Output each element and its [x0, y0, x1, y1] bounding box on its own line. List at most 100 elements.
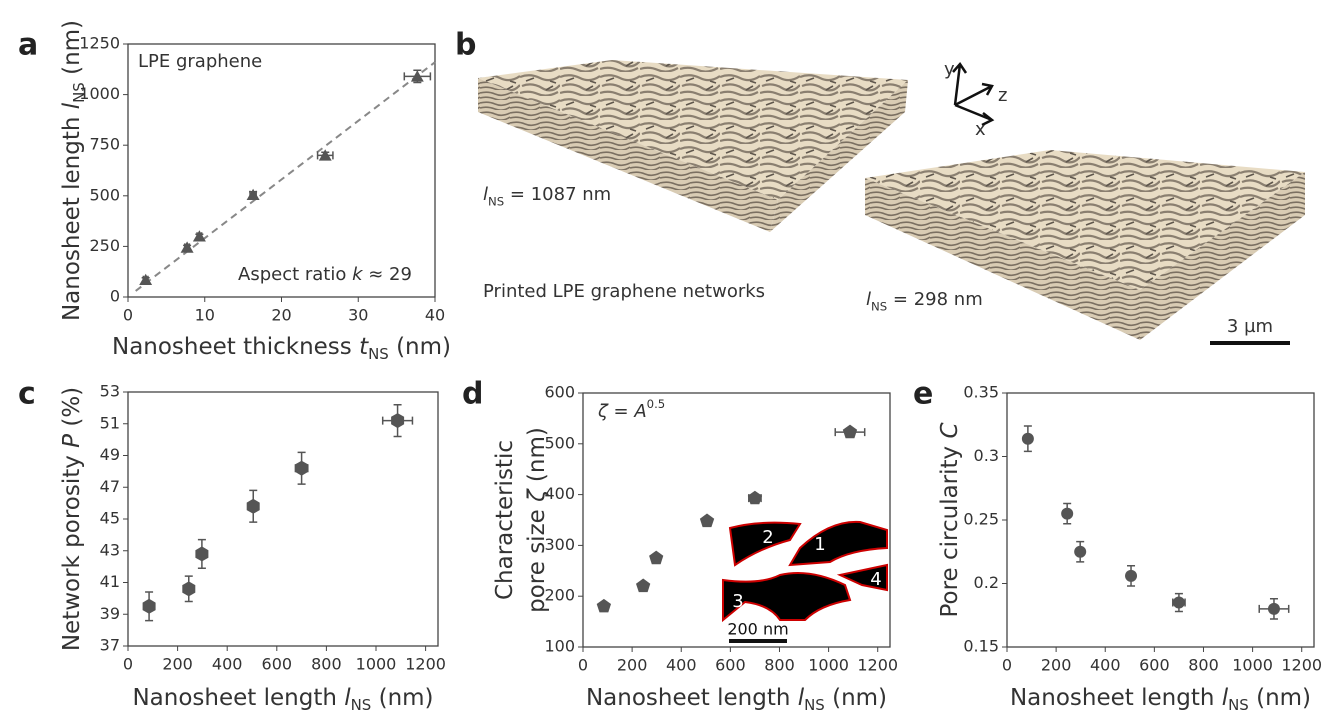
text-part: Nanosheet length [132, 685, 344, 711]
text-part: A [633, 401, 646, 422]
y-tick-label: 600 [544, 383, 575, 402]
y-tick-label: 0.15 [963, 637, 999, 656]
y-axis-label: Nanosheet length lNS (nm) [59, 20, 89, 321]
text-part: pore size [524, 502, 550, 613]
point [1172, 596, 1185, 609]
text-part: (nm) [389, 334, 451, 360]
render-label: lNS = 1087 nm [483, 184, 611, 208]
text-part: Characteristic [492, 440, 518, 600]
x-axis-label: Nanosheet length lNS (nm) [1010, 685, 1311, 714]
text-part: NS [351, 696, 372, 714]
text-part: l [798, 685, 805, 711]
x-tick-label: 400 [1090, 656, 1121, 675]
y-tick-label: 47 [100, 477, 120, 496]
point [192, 230, 206, 242]
axis-letter: x [975, 119, 986, 140]
y-tick-label: 0 [110, 287, 120, 306]
point [649, 550, 664, 565]
point [410, 70, 424, 82]
text-part: NS [70, 82, 88, 103]
x-axis-label: Nanosheet length lNS (nm) [132, 685, 433, 714]
point [699, 513, 715, 528]
x-tick-label: 600 [262, 655, 293, 674]
text-part: ζ [597, 401, 609, 422]
annotation: LPE graphene [138, 51, 262, 72]
text-part: LPE graphene [138, 51, 262, 72]
point [1125, 569, 1138, 582]
point [1267, 602, 1280, 615]
y-tick-label: 250 [89, 236, 120, 255]
x-tick-label: 1200 [405, 655, 446, 674]
text-part: l [1222, 685, 1229, 711]
point [842, 424, 858, 439]
point [246, 498, 260, 514]
x-tick-label: 20 [271, 306, 291, 325]
point [747, 490, 763, 505]
y-tick-label: 200 [544, 586, 575, 605]
axes-icon [952, 61, 995, 127]
text-part: ≈ 29 [363, 264, 412, 285]
axis-letter: y [944, 59, 955, 80]
point [142, 598, 156, 614]
text-part: NS [1228, 696, 1249, 714]
point [596, 598, 611, 613]
panel-letter: b [455, 28, 476, 63]
y-tick-label: 53 [100, 382, 120, 401]
slab-side [865, 178, 1140, 340]
point [391, 413, 405, 429]
pore-label: 4 [870, 569, 881, 590]
x-tick-label: 0 [123, 655, 133, 674]
slab-side [770, 80, 908, 232]
fit-line [135, 61, 436, 292]
x-tick-label: 800 [1188, 656, 1219, 675]
text-part: NS [804, 696, 825, 714]
render-label: lNS = 298 nm [866, 289, 983, 313]
y-axis-label: pore size ζ (nm) [524, 427, 550, 613]
text-part: 0.5 [647, 396, 666, 410]
x-tick-label: 600 [1139, 656, 1170, 675]
text-part: Pore circularity [937, 439, 963, 618]
y-tick-label: 500 [544, 433, 575, 452]
text-part: l [483, 184, 488, 205]
panel-letter: e [913, 377, 933, 412]
point [195, 546, 209, 562]
x-tick-label: 10 [195, 306, 215, 325]
point [295, 460, 309, 476]
y-tick-label: 100 [544, 637, 575, 656]
x-tick-label: 0 [1002, 656, 1012, 675]
panel-b [478, 60, 1305, 345]
text-part: l [344, 685, 351, 711]
text-part: = [608, 401, 635, 422]
x-tick-label: 1000 [808, 656, 849, 675]
point [318, 149, 332, 161]
x-tick-label: 200 [1041, 656, 1072, 675]
text-part: k [352, 264, 364, 285]
point [180, 241, 194, 253]
y-tick-label: 39 [100, 604, 120, 623]
x-tick-label: 800 [764, 656, 795, 675]
text-part: NS [871, 299, 887, 313]
y-tick-label: 0.35 [963, 383, 999, 402]
point [1061, 507, 1074, 520]
y-axis-label: Characteristic [492, 440, 518, 600]
axis-letter: z [998, 85, 1007, 106]
x-tick-label: 30 [348, 306, 368, 325]
x-axis-label: Nanosheet length lNS (nm) [586, 685, 887, 714]
plot-frame [582, 392, 891, 648]
text-part: Network porosity [59, 448, 85, 651]
x-tick-label: 0 [123, 306, 133, 325]
pore-label: 3 [732, 591, 743, 612]
point [139, 273, 153, 285]
y-tick-label: 400 [544, 484, 575, 503]
y-tick-label: 43 [100, 540, 120, 559]
slab-side [478, 78, 778, 232]
text-part: (nm) [371, 685, 433, 711]
plot-frame [127, 391, 439, 647]
text-part: l [59, 102, 85, 109]
y-tick-label: 1250 [79, 34, 120, 53]
x-tick-label: 1000 [1232, 656, 1273, 675]
y-tick-label: 49 [100, 445, 120, 464]
x-axis-label: Nanosheet thickness tNS (nm) [112, 334, 451, 364]
point [246, 188, 260, 200]
